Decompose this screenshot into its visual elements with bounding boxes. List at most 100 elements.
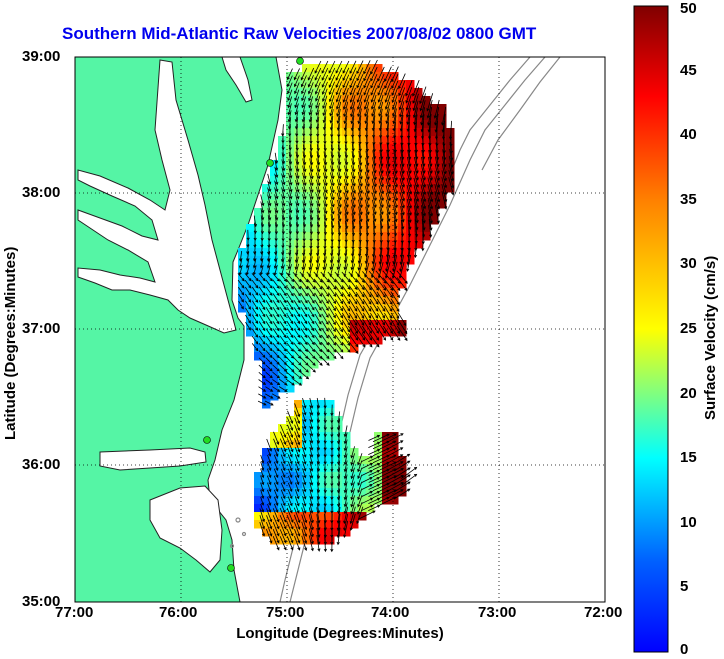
velocity-arrow (348, 285, 358, 298)
velocity-arrow (308, 103, 313, 116)
velocity-arrow (370, 66, 378, 82)
velocity-arrow (375, 277, 387, 291)
velocity-cell (310, 88, 319, 97)
velocity-cell (294, 232, 303, 241)
velocity-arrow (309, 158, 314, 173)
velocity-cell (254, 512, 263, 521)
velocity-cell (358, 96, 367, 105)
velocity-arrow (286, 286, 294, 297)
velocity-cell (326, 224, 335, 233)
velocity-cell (310, 112, 319, 121)
velocity-arrow (286, 279, 295, 290)
velocity-arrow (362, 312, 372, 326)
velocity-cell (270, 216, 279, 225)
velocity-cell (302, 288, 311, 297)
velocity-arrow (267, 482, 272, 493)
velocity-arrow (295, 172, 300, 186)
velocity-arrow (313, 278, 323, 290)
colorbar-tick-label: 5 (680, 578, 689, 596)
velocity-cell (326, 416, 335, 425)
velocity-arrow (343, 460, 348, 473)
velocity-arrow (293, 328, 301, 338)
velocity-cell (302, 520, 311, 529)
velocity-arrow (355, 298, 365, 312)
velocity-arrow (238, 300, 244, 310)
velocity-cell (286, 440, 295, 449)
velocity-cell (278, 512, 287, 521)
velocity-cell (422, 176, 431, 185)
velocity-arrow (393, 460, 411, 472)
velocity-arrow (448, 177, 455, 196)
velocity-cell (406, 144, 415, 153)
velocity-arrow (265, 393, 274, 399)
velocity-arrow (368, 477, 381, 483)
velocity-cell (254, 344, 263, 353)
velocity-arrow (323, 439, 327, 451)
velocity-arrow (343, 425, 348, 438)
velocity-arrow (272, 522, 280, 537)
velocity-arrow (258, 357, 266, 365)
velocity-cell (334, 88, 343, 97)
velocity-cell (390, 184, 399, 193)
velocity-arrow (288, 166, 293, 179)
velocity-cell (318, 120, 327, 129)
velocity-arrow (258, 307, 266, 318)
chesapeake-bay (77, 59, 237, 334)
velocity-cell (318, 320, 327, 329)
velocity-arrow (306, 278, 316, 290)
velocity-arrow (384, 87, 391, 103)
velocity-cell (366, 496, 375, 505)
velocity-cell (382, 144, 391, 153)
velocity-arrow (309, 474, 314, 486)
velocity-arrow (321, 285, 330, 297)
velocity-cell (326, 488, 335, 497)
velocity-cell (358, 248, 367, 257)
velocity-arrow (308, 82, 314, 95)
velocity-arrow (378, 255, 383, 272)
velocity-arrow (273, 496, 279, 506)
velocity-arrow (368, 504, 381, 511)
velocity-arrow (265, 371, 273, 379)
velocity-arrow (258, 393, 267, 399)
velocity-arrow (355, 312, 365, 326)
radar-stations (203, 57, 304, 572)
velocity-arrow (301, 89, 307, 102)
velocity-cell (286, 432, 295, 441)
velocity-arrow (372, 461, 390, 471)
velocity-cell (430, 216, 439, 225)
velocity-arrow (328, 81, 335, 96)
velocity-cell (318, 144, 327, 153)
velocity-cell (350, 144, 359, 153)
velocity-cell (422, 216, 431, 225)
velocity-cell (262, 456, 271, 465)
velocity-cell (374, 104, 383, 113)
velocity-cell (318, 480, 327, 489)
velocity-cell (294, 304, 303, 313)
velocity-arrow (320, 278, 330, 290)
velocity-arrow (315, 95, 321, 109)
velocity-arrow (386, 156, 391, 175)
velocity-arrow (288, 180, 293, 193)
velocity-arrow (309, 467, 314, 479)
velocity-cell (398, 208, 407, 217)
velocity-cell (310, 120, 319, 129)
velocity-arrow (309, 179, 314, 193)
velocity-cell (446, 136, 455, 145)
velocity-cell (246, 280, 255, 289)
velocity-arrow (428, 156, 433, 174)
velocity-cell (302, 128, 311, 137)
velocity-cell (422, 104, 431, 113)
velocity-cell (262, 240, 271, 249)
velocity-arrow (350, 101, 356, 118)
velocity-arrow (377, 94, 384, 110)
velocity-cell (374, 264, 383, 273)
velocity-cell (334, 464, 343, 473)
y-axis-label: Latitude (Degrees:Minutes) (2, 246, 19, 440)
velocity-arrow (427, 204, 433, 224)
velocity-arrow (365, 199, 370, 216)
velocity-arrow (320, 349, 330, 360)
velocity-cell (294, 440, 303, 449)
velocity-arrow (272, 321, 280, 332)
velocity-arrow (378, 164, 384, 181)
velocity-arrow (393, 481, 411, 493)
